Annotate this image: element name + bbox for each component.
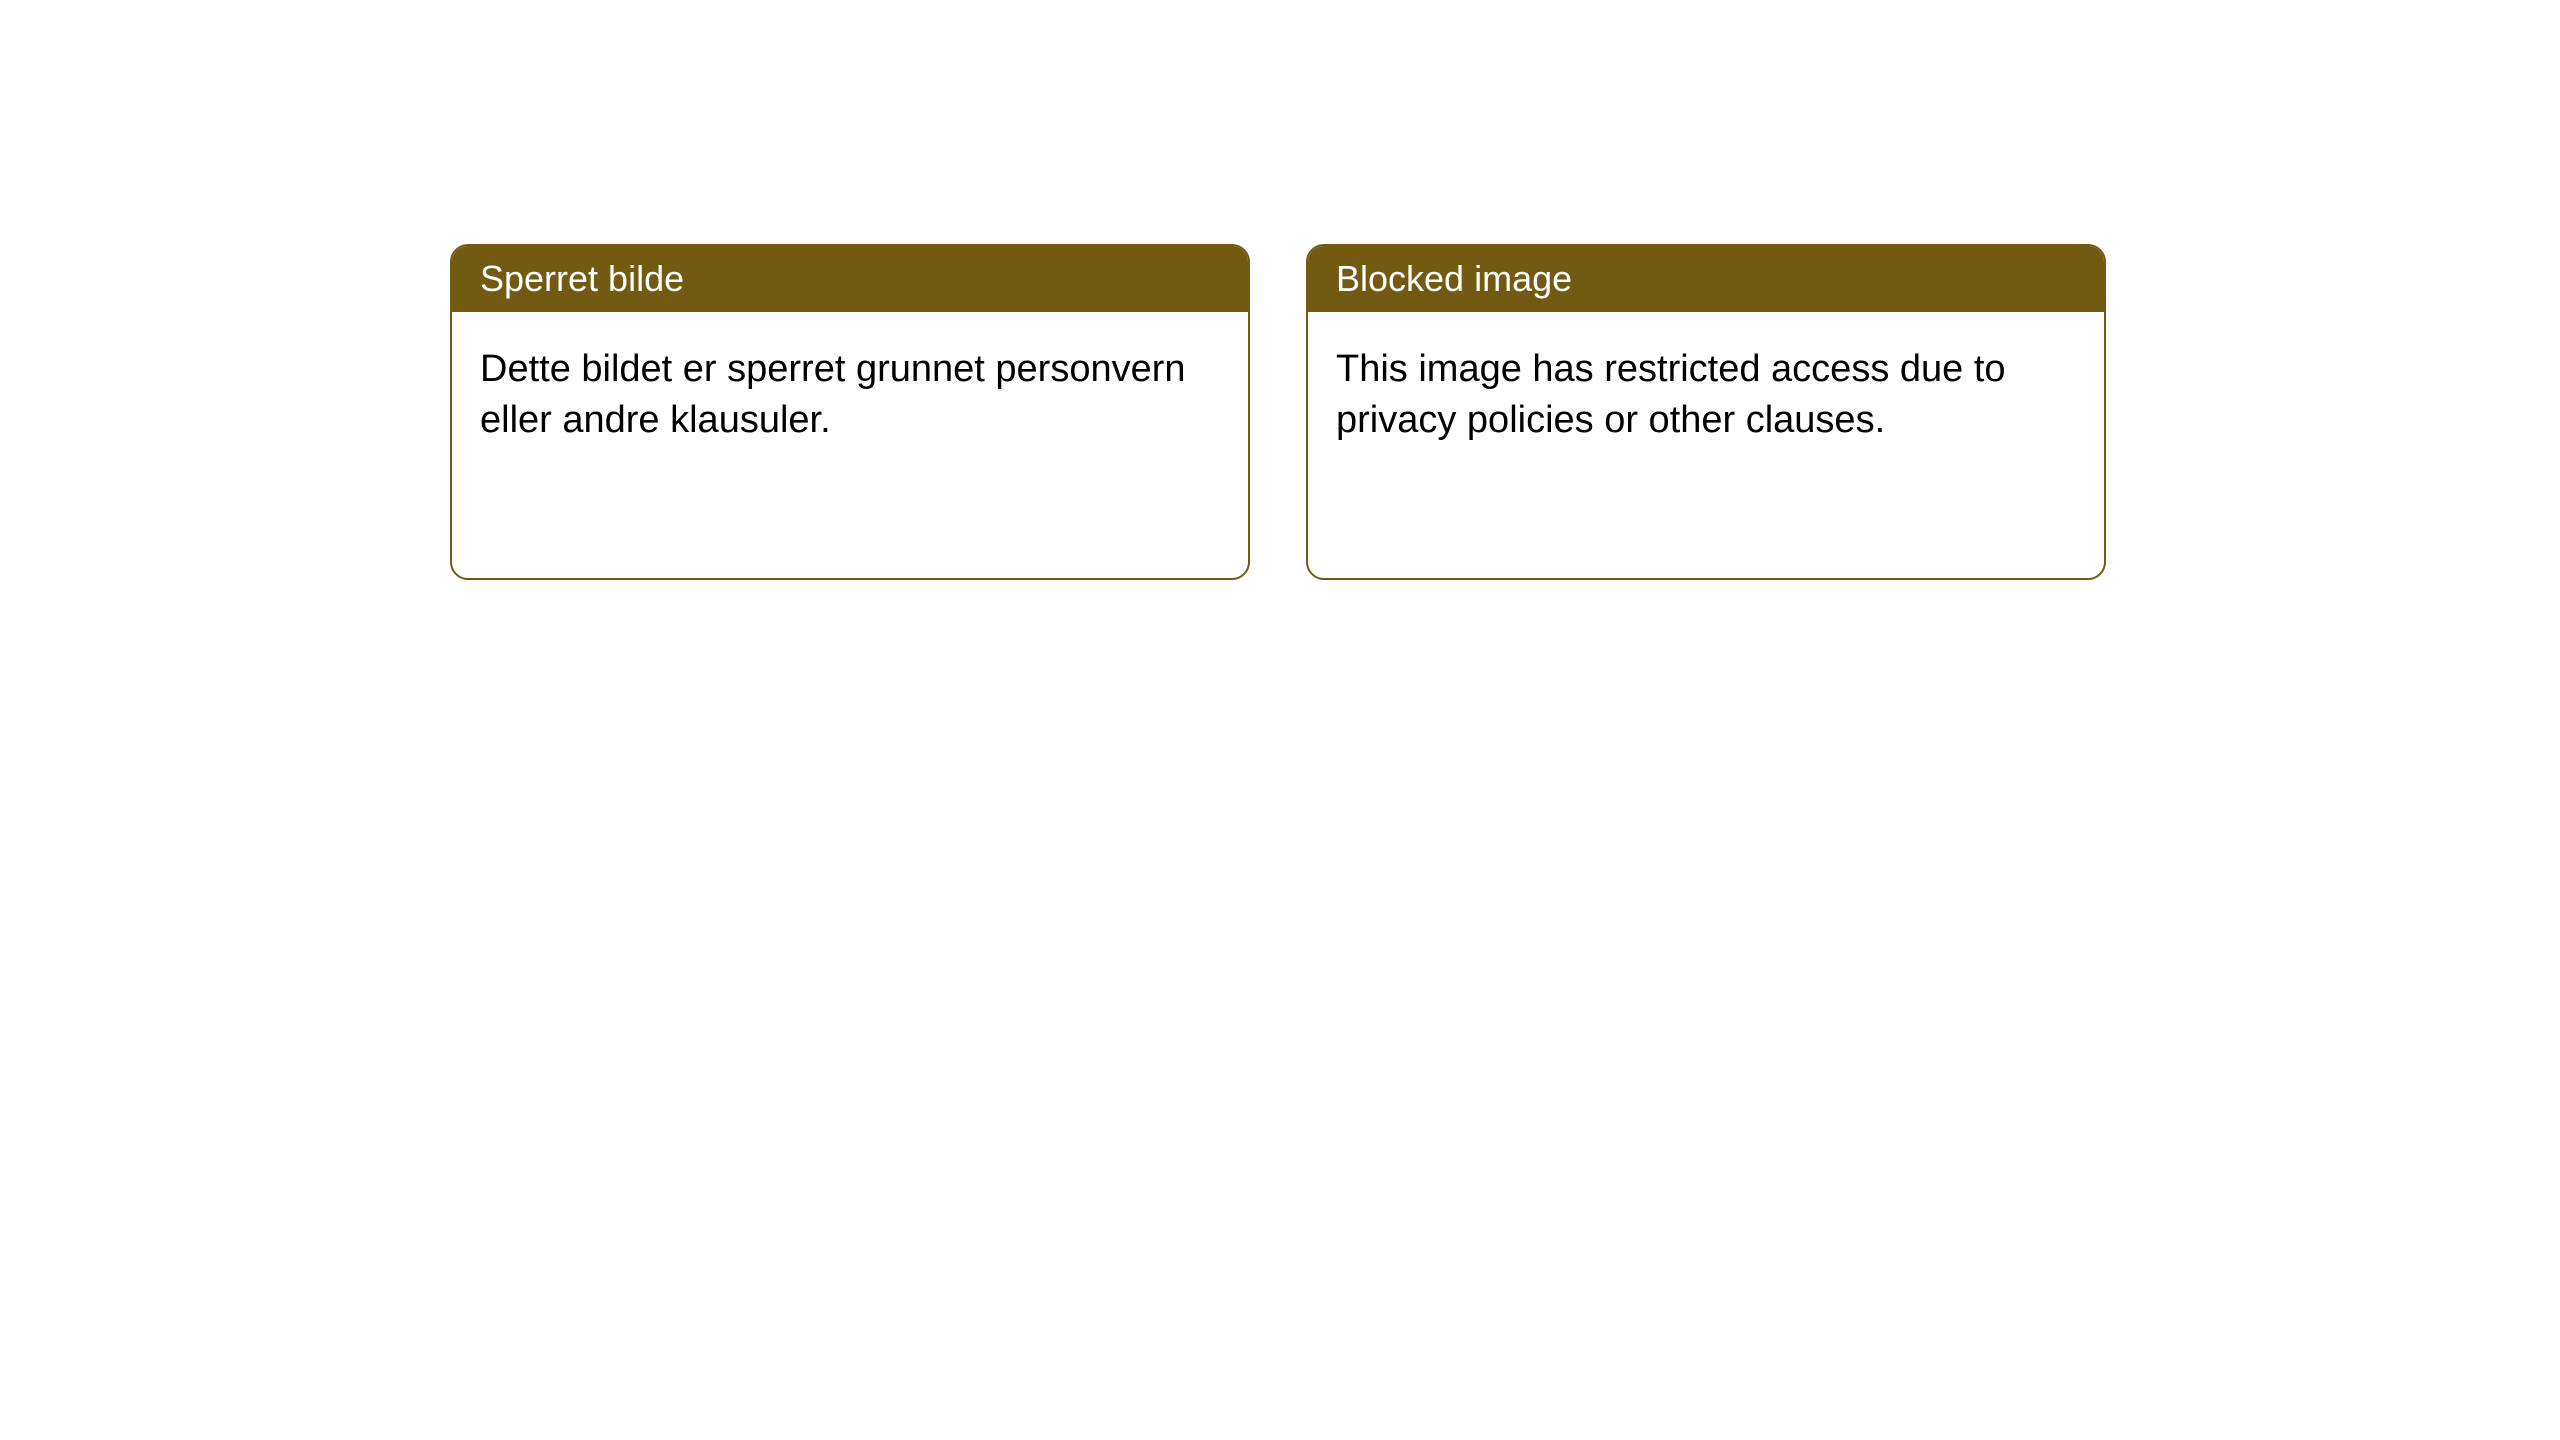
card-header-text: Blocked image — [1336, 258, 1572, 299]
card-header-text: Sperret bilde — [480, 258, 684, 299]
notice-cards-row: Sperret bilde Dette bildet er sperret gr… — [0, 0, 2560, 580]
card-header: Blocked image — [1308, 246, 2104, 312]
notice-card-norwegian: Sperret bilde Dette bildet er sperret gr… — [450, 244, 1250, 580]
card-header: Sperret bilde — [452, 246, 1248, 312]
card-body: This image has restricted access due to … — [1308, 312, 2104, 479]
card-body-text: Dette bildet er sperret grunnet personve… — [480, 348, 1186, 441]
notice-card-english: Blocked image This image has restricted … — [1306, 244, 2106, 580]
card-body-text: This image has restricted access due to … — [1336, 348, 2006, 441]
card-body: Dette bildet er sperret grunnet personve… — [452, 312, 1248, 479]
